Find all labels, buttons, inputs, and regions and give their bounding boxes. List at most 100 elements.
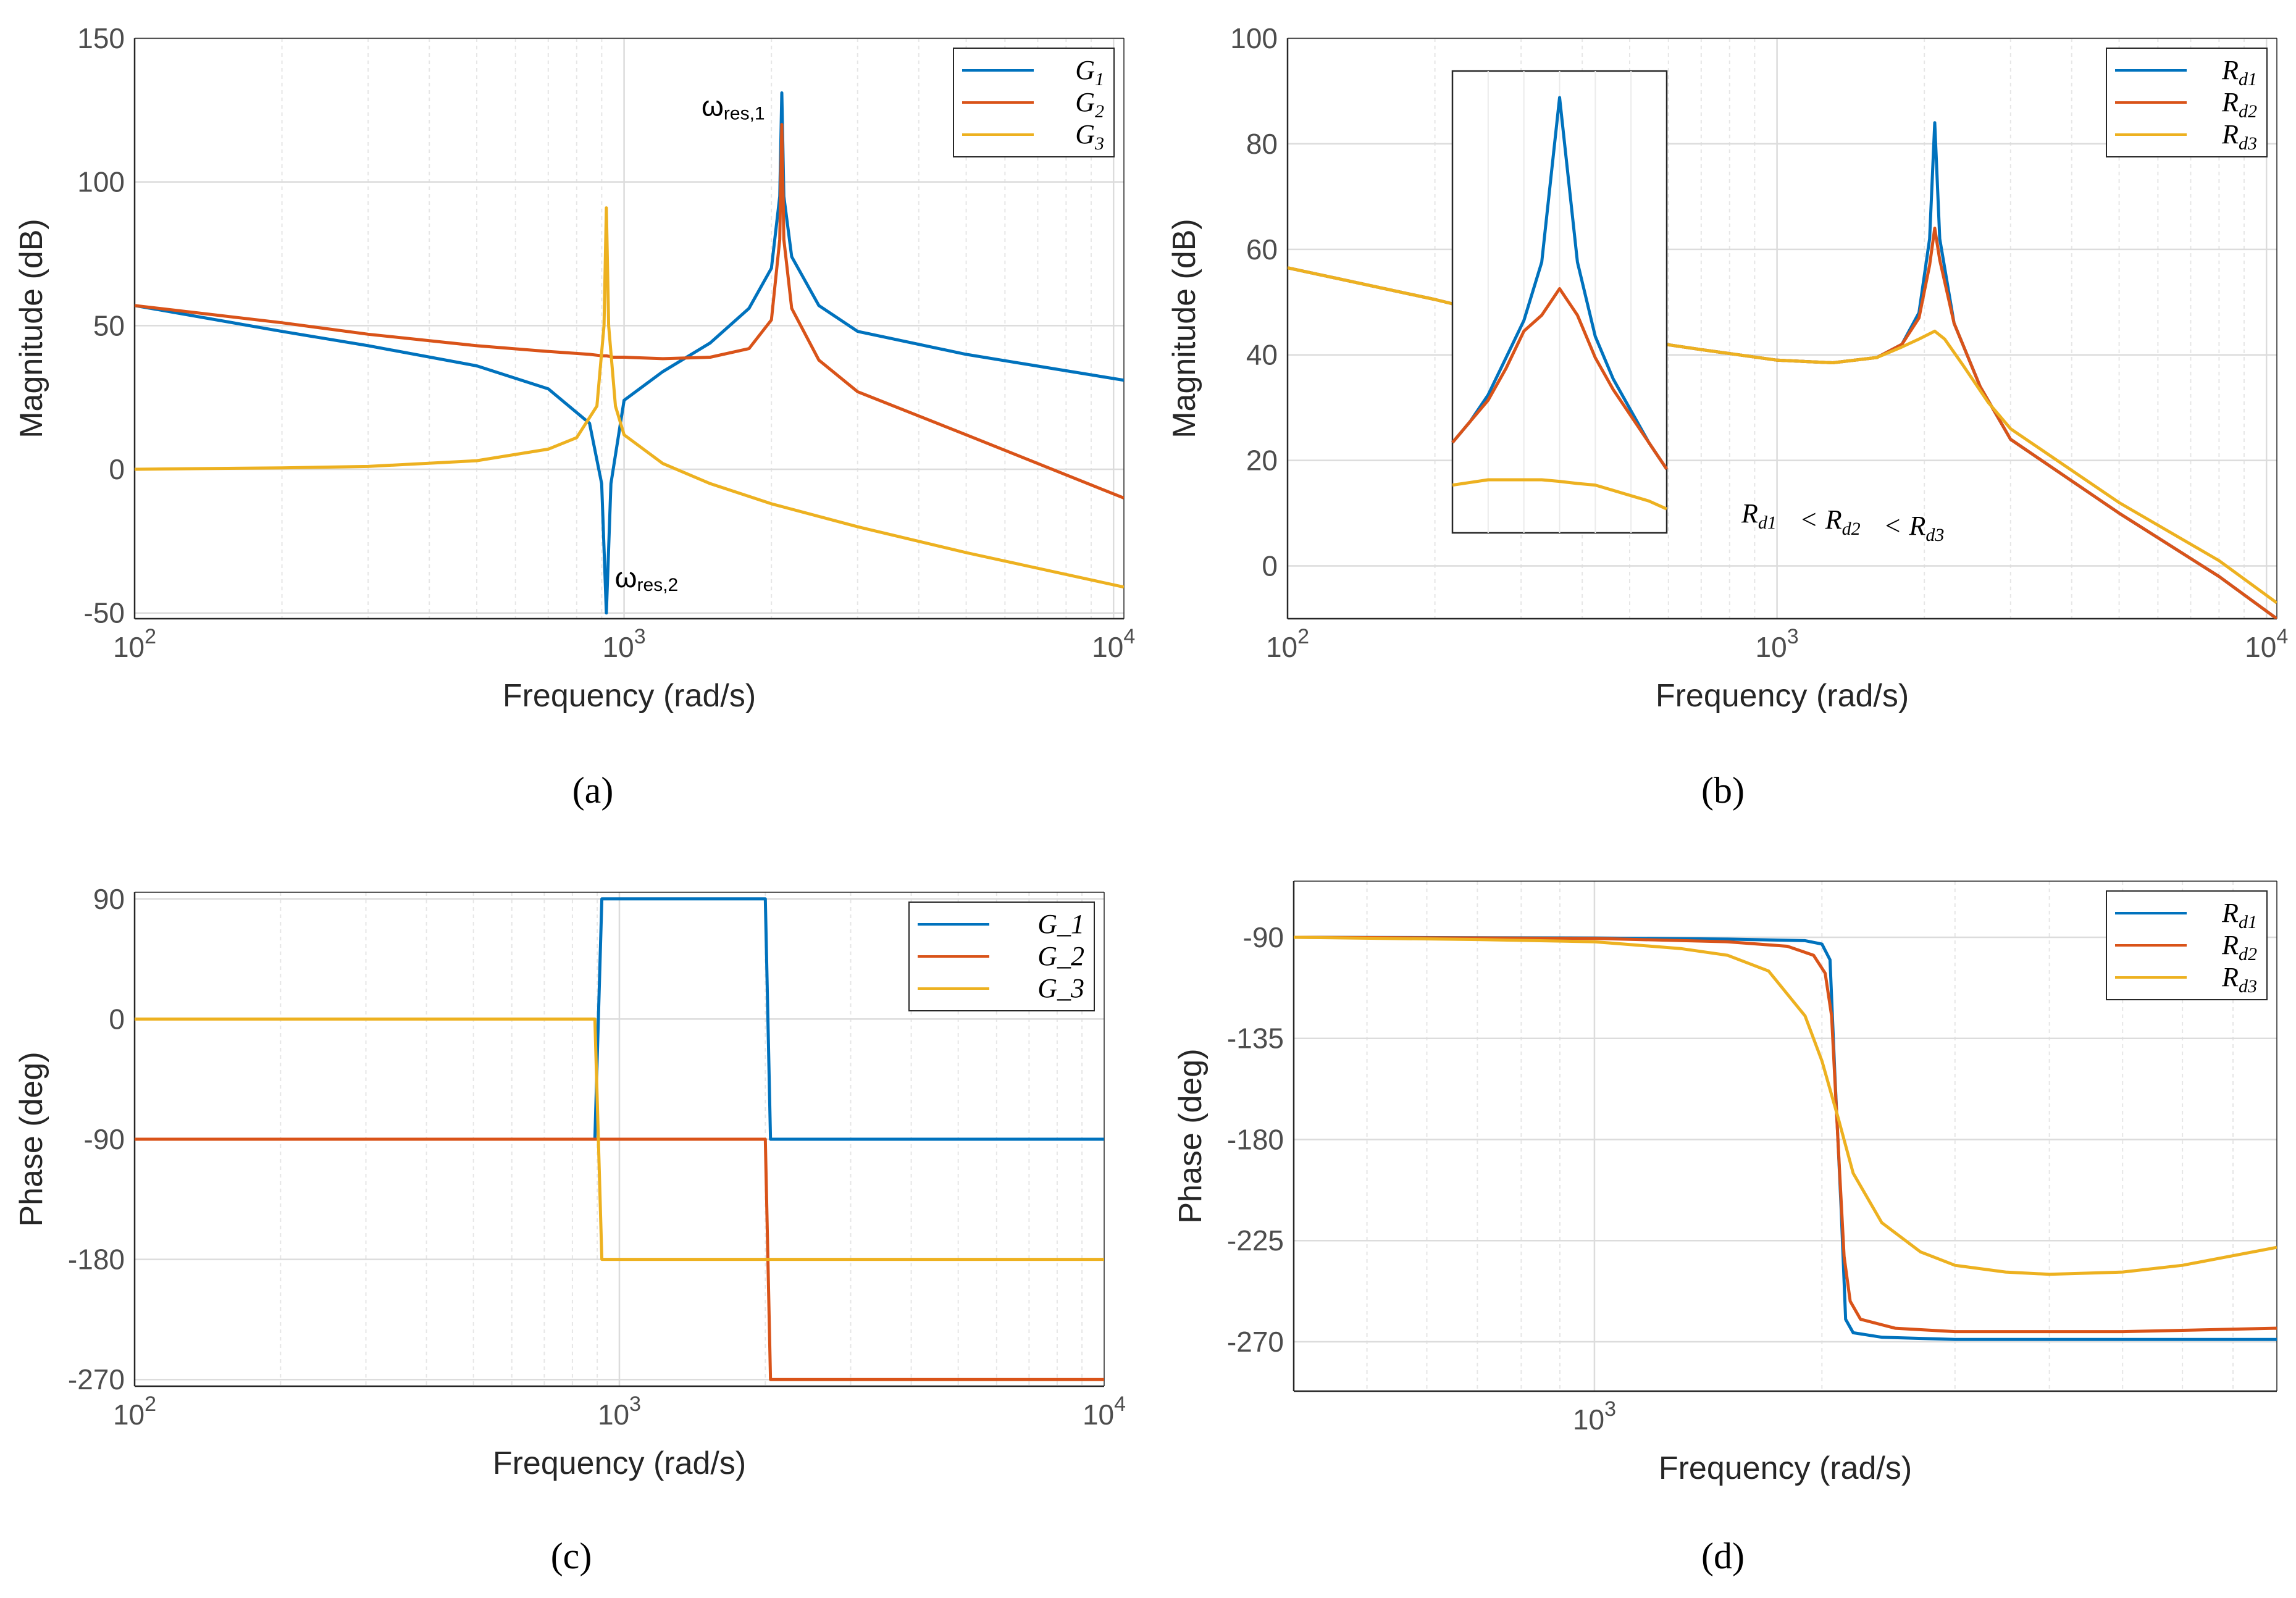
x-tick-base: 10 [113, 631, 145, 663]
legend: G_1G_2G_3 [908, 901, 1095, 1011]
y-tick-label: 150 [77, 22, 125, 54]
legend-subscript: d2 [2239, 944, 2257, 964]
inset-series-1 [1451, 96, 1669, 471]
y-tick-label: 0 [109, 1003, 125, 1035]
legend-entry-1: G1 [1075, 55, 1104, 90]
legend-name: G_3 [1037, 973, 1084, 1003]
x-axis-label: Frequency (rad/s) [503, 678, 756, 714]
inset-series-3 [1452, 478, 1668, 511]
x-tick-base: 10 [1573, 1403, 1604, 1436]
legend-name: R [2221, 119, 2239, 149]
x-tick-exponent: 2 [1297, 625, 1309, 648]
legend-subscript: d3 [2239, 976, 2257, 997]
inset-series-2 [1451, 287, 1669, 471]
inset [1451, 70, 1669, 534]
legend-subscript: 3 [1094, 133, 1104, 154]
relation-text: Rd1 < Rd2 < Rd3 [1741, 498, 1944, 545]
legend-name: G_2 [1037, 941, 1084, 971]
series-group [135, 91, 1124, 615]
series-line-2 [1294, 935, 2277, 1334]
x-tick-base: 10 [1756, 631, 1787, 663]
legend-entry-3: G3 [1075, 119, 1104, 154]
relation-subscript: d1 [1758, 512, 1777, 533]
x-tick-label: 103 [1573, 1397, 1616, 1436]
legend-entry-3: Rd3 [2221, 119, 2257, 154]
x-tick-exponent: 3 [1787, 625, 1799, 648]
y-tick-label: 0 [1262, 550, 1278, 582]
x-tick-label: 104 [2245, 625, 2288, 663]
annotation-subscript: res,1 [724, 104, 765, 124]
relation-subscript: d3 [1925, 525, 1944, 545]
x-tick-base: 10 [2245, 631, 2276, 663]
annotation-subscript: res,2 [637, 575, 679, 595]
legend-name: G [1075, 119, 1095, 149]
panel-label: (d) [1701, 1536, 1745, 1576]
x-axis-label: Frequency (rad/s) [1659, 1450, 1912, 1486]
series-line-2 [135, 123, 1124, 500]
legend-name: R [2221, 930, 2239, 960]
x-tick-label: 104 [1092, 625, 1135, 663]
legend-entry-1: Rd1 [2221, 898, 2257, 932]
y-axis-label: Magnitude (dB) [1167, 219, 1202, 438]
y-tick-label: -90 [1243, 921, 1284, 953]
panel-label: (c) [551, 1536, 592, 1576]
legend-subscript: d2 [2239, 101, 2257, 122]
y-tick-label: -90 [84, 1123, 125, 1155]
x-tick-base: 10 [1266, 631, 1297, 663]
y-tick-label: -180 [1227, 1123, 1284, 1155]
y-axis-label: Phase (deg) [1173, 1048, 1209, 1223]
y-tick-label: 100 [1230, 22, 1278, 54]
y-tick-label: -180 [68, 1244, 125, 1276]
x-axis-label: Frequency (rad/s) [493, 1445, 746, 1481]
panel-label: (b) [1701, 770, 1745, 811]
y-tick-label: -270 [1227, 1326, 1284, 1358]
y-tick-label: 60 [1246, 233, 1278, 266]
panel-label: (a) [572, 770, 614, 811]
legend-subscript: d1 [2239, 912, 2257, 932]
x-tick-label: 103 [1756, 625, 1799, 663]
series-group [1294, 935, 2277, 1341]
relation-operator: < [1801, 504, 1817, 535]
relation-subscript: d2 [1842, 519, 1861, 539]
x-tick-exponent: 4 [1114, 1392, 1126, 1416]
relation-symbol: R [1741, 498, 1758, 529]
y-tick-label: 100 [77, 166, 125, 198]
series-line-3 [135, 1017, 1104, 1261]
y-tick-label: 80 [1246, 128, 1278, 160]
y-tick-label: 90 [93, 883, 125, 915]
x-tick-label: 103 [598, 1392, 641, 1431]
relation-symbol: R [1825, 504, 1842, 535]
legend-entry-2: G2 [1075, 87, 1104, 122]
y-axis-label: Magnitude (dB) [14, 219, 49, 438]
legend-entry-3: Rd3 [2221, 962, 2257, 997]
x-tick-label: 104 [1083, 1392, 1126, 1431]
series-line-3 [1294, 935, 2277, 1276]
legend-entry-2: Rd2 [2221, 87, 2257, 122]
y-tick-label: -225 [1227, 1224, 1284, 1257]
y-tick-label: 40 [1246, 339, 1278, 371]
x-tick-exponent: 3 [629, 1392, 641, 1416]
panel-label-text: (c) [551, 1536, 592, 1576]
legend-name: G [1075, 55, 1095, 85]
panel-d: -270 -225 -180 -135 -90 103 Frequency (rad/s) P… [1173, 881, 2277, 1576]
legend-name: R [2221, 962, 2239, 992]
legend-subscript: d1 [2239, 69, 2257, 90]
panel-label-text: (a) [572, 770, 614, 811]
x-tick-exponent: 4 [2276, 625, 2288, 648]
x-tick-exponent: 3 [1604, 1397, 1616, 1421]
x-tick-label: 102 [113, 1392, 156, 1431]
x-tick-label: 103 [603, 625, 646, 663]
x-tick-base: 10 [1083, 1399, 1114, 1431]
series-line-3 [135, 206, 1124, 589]
y-tick-label: -270 [68, 1363, 125, 1395]
y-tick-label: 20 [1246, 445, 1278, 477]
panel-label-text: (b) [1701, 770, 1745, 811]
legend-entry-3: G_3 [1037, 973, 1084, 1003]
